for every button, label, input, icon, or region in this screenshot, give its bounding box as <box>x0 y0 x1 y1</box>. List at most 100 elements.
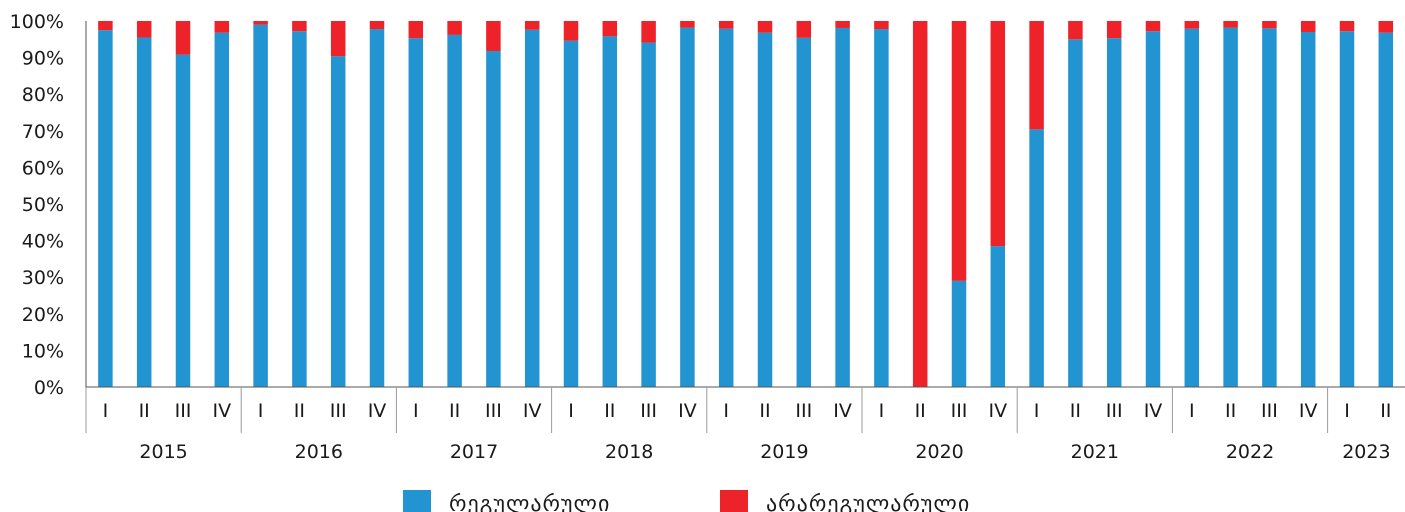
bar-regular <box>835 27 850 387</box>
y-tick-label: 20% <box>22 304 64 326</box>
bar-irregular <box>136 21 152 38</box>
bar-regular <box>602 36 618 387</box>
quarter-label: IV <box>988 400 1007 422</box>
year-label: 2017 <box>450 441 498 463</box>
bar-irregular <box>330 21 346 57</box>
bar-irregular <box>1339 21 1355 32</box>
bar-regular <box>1068 39 1083 388</box>
quarter-label: I <box>1034 400 1040 422</box>
quarter-label: IV <box>1299 400 1318 422</box>
bar-regular <box>524 29 540 388</box>
bar-irregular <box>990 21 1006 247</box>
quarter-label: I <box>879 400 885 422</box>
legend: რეგულარული არარეგულარული <box>403 490 970 512</box>
bar-regular <box>796 37 812 387</box>
bar-irregular <box>214 21 230 33</box>
quarter-label: II <box>1380 400 1391 422</box>
bar-irregular <box>98 21 113 31</box>
bar-regular <box>1378 32 1394 387</box>
bar-regular <box>214 32 230 387</box>
legend-swatch-regular <box>403 490 431 512</box>
bar-regular <box>98 30 113 388</box>
bar-irregular <box>1184 21 1200 29</box>
year-label: 2018 <box>605 441 653 463</box>
bar-irregular <box>1223 21 1238 28</box>
year-label: 2023 <box>1342 441 1390 463</box>
legend-label-irregular: არარეგულარული <box>766 492 970 512</box>
bar-irregular <box>408 21 424 39</box>
quarter-label: III <box>640 400 657 422</box>
bar-regular <box>1145 31 1161 388</box>
bar-regular <box>1300 31 1316 387</box>
bar-irregular <box>951 21 967 281</box>
quarter-label: IV <box>833 400 852 422</box>
bar-regular <box>563 40 579 387</box>
quarter-label: III <box>951 400 968 422</box>
x-axis: I II III IV I II III IV I II III IV I II III IV I II III IV… <box>85 386 1405 463</box>
quarter-label: I <box>413 400 419 422</box>
bar-irregular <box>447 21 462 35</box>
bar-regular <box>718 28 734 387</box>
bar-irregular <box>757 21 773 33</box>
bar-regular <box>1339 31 1355 388</box>
bar-regular <box>990 246 1006 387</box>
bar-regular <box>1029 129 1044 387</box>
bar-irregular <box>1029 21 1044 130</box>
quarter-label: II <box>139 400 150 422</box>
quarter-label: III <box>1261 400 1278 422</box>
quarter-label: IV <box>678 400 697 422</box>
quarter-label: IV <box>523 400 542 422</box>
y-tick-label: 70% <box>22 121 64 143</box>
bar-regular <box>447 34 462 388</box>
quarter-label: IV <box>1144 400 1163 422</box>
year-label: 2021 <box>1071 441 1119 463</box>
y-tick-label: 40% <box>22 231 64 253</box>
quarter-label: II <box>1070 400 1081 422</box>
bar-irregular <box>369 21 385 30</box>
bar-regular <box>408 38 424 388</box>
bar-regular <box>951 280 967 387</box>
bar-irregular <box>253 21 268 25</box>
quarter-label: I <box>103 400 109 422</box>
bar-irregular <box>874 21 889 30</box>
bar-irregular <box>1262 21 1277 29</box>
bar-regular <box>330 56 346 388</box>
year-label: 2019 <box>760 441 808 463</box>
y-tick-label: 30% <box>22 267 64 289</box>
quarter-label: II <box>604 400 615 422</box>
bar-regular <box>292 31 307 388</box>
quarter-label: I <box>1344 400 1350 422</box>
bar-irregular <box>1378 21 1394 33</box>
bar-irregular <box>1106 21 1122 39</box>
quarter-label: III <box>795 400 812 422</box>
bar-regular <box>136 37 152 387</box>
bar-irregular <box>835 21 850 28</box>
quarter-label: II <box>449 400 460 422</box>
bar-regular <box>369 29 385 387</box>
y-tick-label: 60% <box>22 157 64 179</box>
y-tick-label: 100% <box>10 11 64 33</box>
bar-regular <box>175 54 191 388</box>
quarter-label: III <box>1106 400 1123 422</box>
bar-irregular <box>175 21 191 55</box>
y-tick-label: 90% <box>22 48 64 70</box>
bar-regular <box>641 42 656 388</box>
bar-irregular <box>1300 21 1316 32</box>
year-label: 2022 <box>1226 441 1274 463</box>
bar-regular <box>486 51 501 388</box>
bar-regular <box>1184 28 1200 387</box>
quarter-label: IV <box>368 400 387 422</box>
quarter-label: I <box>568 400 574 422</box>
bar-irregular <box>680 21 695 28</box>
year-label: 2016 <box>295 441 343 463</box>
bar-irregular <box>602 21 618 37</box>
bar-regular <box>1106 38 1122 388</box>
quarter-label: III <box>175 400 192 422</box>
bar-irregular <box>796 21 812 38</box>
y-tick-label: 50% <box>22 194 64 216</box>
y-tick-label: 80% <box>22 84 64 106</box>
bar-regular <box>1262 28 1277 387</box>
quarter-label: I <box>723 400 729 422</box>
bar-regular <box>757 32 773 387</box>
